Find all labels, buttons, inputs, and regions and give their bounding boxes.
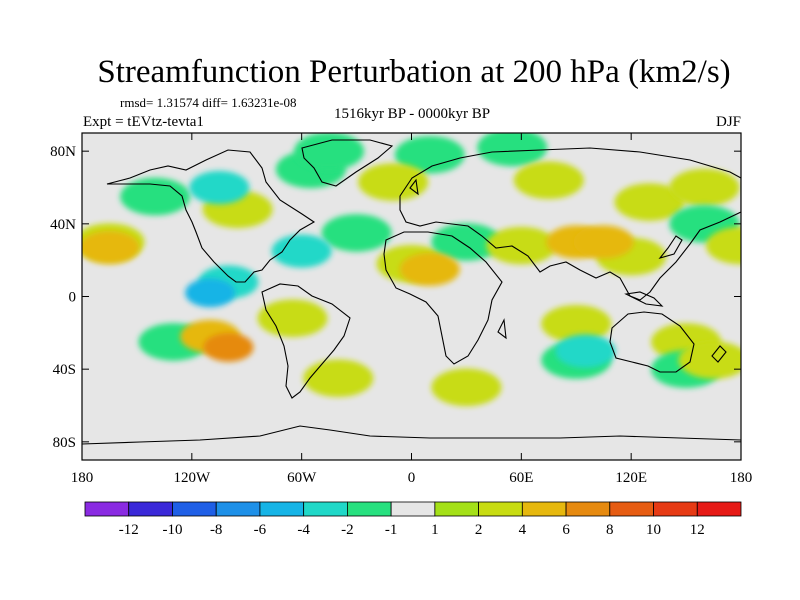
coast-antarctica — [82, 425, 741, 445]
anomaly-35 — [555, 334, 616, 368]
anomaly-6 — [358, 163, 429, 201]
anomaly-26 — [706, 226, 741, 265]
anomaly-14 — [431, 368, 502, 407]
anomaly-15 — [486, 226, 557, 265]
anomaly-32 — [399, 252, 460, 286]
y-tick-label-0: 80N — [50, 144, 76, 160]
anomaly-27 — [189, 170, 250, 205]
anomaly-17 — [614, 183, 685, 221]
x-axis: 180 120W 60W 0 60E 120E 180 — [71, 133, 753, 486]
colorbar-label-13: 12 — [690, 522, 705, 538]
anomaly-37 — [203, 332, 254, 362]
x-tick-label-5: 120E — [615, 470, 647, 486]
coast-new-zealand — [711, 345, 727, 363]
anomaly-25 — [678, 341, 741, 379]
colorbar-swatch-6 — [346, 501, 392, 517]
coastlines — [82, 139, 741, 445]
colorbar-label-6: -1 — [385, 522, 398, 538]
anomaly-18 — [669, 168, 740, 207]
anomaly-5 — [477, 133, 548, 167]
colorbar-label-7: 1 — [431, 522, 439, 538]
y-axis: 80N 40N 0 40S 80S — [50, 144, 741, 451]
colorbar-label-12: 10 — [646, 522, 661, 538]
colorbar-swatch-13 — [653, 501, 698, 517]
colorbar-label-8: 2 — [475, 522, 483, 538]
anomaly-34 — [573, 225, 634, 259]
anomaly-field — [82, 133, 741, 407]
experiment-label: Expt = tEVtz-tevta1 — [83, 114, 204, 130]
y-tick-label-2: 0 — [69, 290, 77, 306]
coast-japan — [658, 235, 683, 260]
colorbar-label-11: 8 — [606, 522, 614, 538]
colorbar-swatch-1 — [128, 501, 173, 517]
colorbar-swatch-0 — [84, 501, 130, 517]
chart-title: Streamfunction Perturbation at 200 hPa (… — [97, 54, 730, 90]
colorbar-label-5: -2 — [341, 522, 354, 538]
colorbar-label-9: 4 — [519, 522, 527, 538]
anomaly-22 — [541, 304, 612, 343]
anomaly-11 — [303, 359, 374, 398]
anomaly-3 — [294, 133, 365, 170]
x-tick-label-2: 60W — [287, 470, 317, 486]
x-tick-label-0: 180 — [71, 470, 94, 486]
coast-maritime — [624, 291, 664, 307]
colorbar-swatch-8 — [434, 501, 480, 517]
period-label: 1516kyr BP - 0000kyr BP — [334, 106, 490, 122]
season-label: DJF — [716, 114, 741, 130]
colorbar-label-10: 6 — [562, 522, 570, 538]
colorbar-swatch-12 — [609, 501, 654, 517]
coast-greenland — [301, 139, 394, 187]
coast-australia — [609, 311, 695, 373]
anomaly-30 — [82, 230, 140, 265]
colorbar-label-0: -12 — [119, 522, 139, 538]
stats-line: rmsd= 1.31574 diff= 1.63231e-08 — [120, 95, 297, 110]
colorbar-swatch-10 — [521, 501, 567, 517]
anomaly-36 — [185, 278, 236, 308]
coast-north-america — [106, 149, 316, 283]
anomaly-28 — [271, 234, 332, 268]
colorbar-label-1: -10 — [162, 522, 182, 538]
colorbar-swatch-14 — [696, 501, 742, 517]
anomaly-0 — [120, 177, 191, 216]
y-tick-label-4: 80S — [53, 435, 76, 451]
colorbar-swatch-3 — [215, 501, 261, 517]
x-tick-label-1: 120W — [173, 470, 211, 486]
anomaly-10 — [257, 299, 328, 338]
coast-africa — [383, 231, 503, 365]
colorbar-label-3: -6 — [254, 522, 267, 538]
anomaly-20 — [513, 161, 584, 200]
colorbar-swatch-11 — [565, 501, 611, 517]
y-tick-label-3: 40S — [53, 362, 76, 378]
x-tick-label-6: 180 — [730, 470, 753, 486]
anomaly-2 — [321, 214, 392, 252]
anomaly-13 — [431, 223, 502, 261]
colorbar-swatch-2 — [172, 501, 217, 517]
colorbar: -12 -10 -8 -6 -4 -2 -1 1 2 4 6 8 10 12 — [84, 501, 742, 538]
coast-madagascar — [497, 318, 507, 340]
x-tick-label-4: 60E — [509, 470, 533, 486]
colorbar-swatch-5 — [303, 501, 348, 517]
coast-uk — [409, 178, 419, 196]
colorbar-swatch-4 — [259, 501, 305, 517]
colorbar-swatch-9 — [478, 501, 523, 517]
y-tick-label-1: 40N — [50, 217, 76, 233]
colorbar-label-4: -4 — [297, 522, 310, 538]
colorbar-swatch-7 — [390, 501, 436, 517]
colorbar-label-2: -8 — [210, 522, 223, 538]
coast-south-america — [261, 283, 351, 399]
x-tick-label-3: 0 — [408, 470, 416, 486]
anomaly-4 — [394, 136, 465, 174]
